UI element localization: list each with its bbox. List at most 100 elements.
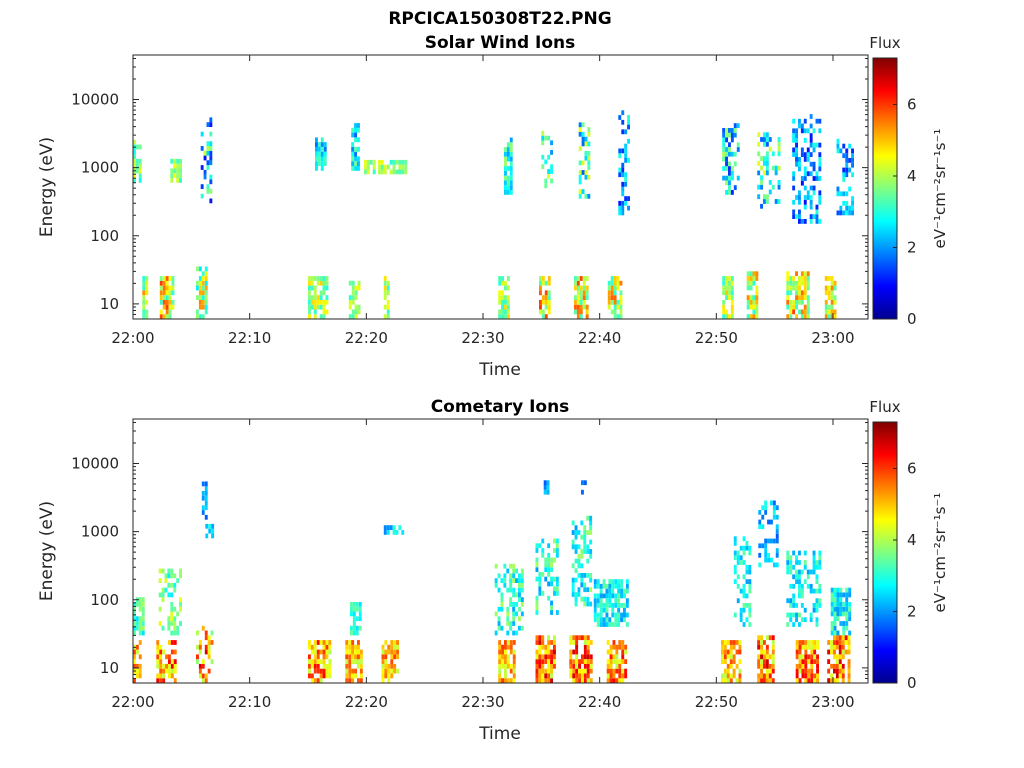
spectrogram-cell [158,578,162,583]
spectrogram-cell [733,541,737,546]
spectrogram-cell [803,271,807,277]
spectrogram-cell [162,678,166,683]
spectrogram-cell [807,654,811,660]
spectrogram-cell [608,579,612,584]
spectrogram-cell [722,175,726,181]
spectrogram-cell [211,533,215,539]
spectrogram-cell [833,625,837,631]
spectrogram-cell [844,649,848,655]
spectrogram-cell [578,193,582,199]
spectrogram-cell [204,505,208,511]
spectrogram-cell [308,640,311,645]
spectrogram-cell [515,568,518,574]
spectrogram-cell [165,299,169,305]
spectrogram-cell [313,678,317,683]
spectrogram-cell [203,155,207,161]
spectrogram-cell [165,304,169,310]
spectrogram-cell [732,668,736,674]
spectrogram-cell [589,553,593,559]
spectrogram-cell [757,663,761,669]
spectrogram-cell [786,612,790,618]
spectrogram-cell [322,673,326,679]
spectrogram-cell [752,299,756,305]
spectrogram-cell [498,309,502,315]
spectrogram-cell [613,295,617,300]
colorbar-tick-label: 4 [907,167,917,185]
spectrogram-cell [325,663,329,669]
spectrogram-cell [135,621,139,626]
spectrogram-cell [386,164,390,170]
spectrogram-cell [504,659,507,664]
spectrogram-cell [605,617,609,623]
spectrogram-cell [619,299,623,305]
spectrogram-cell [586,654,590,660]
spectrogram-cell [541,572,545,577]
spectrogram-cell [211,523,215,529]
spectrogram-cell [765,668,769,674]
spectrogram-cell [535,543,539,549]
spectrogram-cell [351,127,355,133]
spectrogram-cell [386,285,390,291]
spectrogram-cell [547,552,551,558]
spectrogram-cell [498,640,502,645]
spectrogram-cell [313,663,317,669]
x-tick-label: 22:40 [578,693,621,711]
spectrogram-cell [723,654,727,660]
spectrogram-cell [168,663,171,669]
spectrogram-cell [204,495,208,501]
spectrogram-cell [357,663,360,669]
spectrogram-cell [138,654,142,660]
spectrogram-cell [757,640,761,645]
spectrogram-cell [582,276,586,281]
spectrogram-cell [767,519,770,525]
colorbar-tick-label: 2 [907,238,917,256]
spectrogram-cell [381,668,385,674]
spectrogram-cell [316,659,320,664]
spectrogram-cell [170,616,174,622]
spectrogram-cell [380,164,384,170]
spectrogram-cell [317,156,321,162]
spectrogram-cell [789,314,793,319]
spectrogram-cell [765,654,769,660]
spectrogram-cell [738,678,742,683]
spectrogram-cell [806,574,810,580]
spectrogram-cell [722,309,726,315]
spectrogram-cell [201,290,205,296]
spectrogram-cell [836,616,840,622]
spectrogram-cell [575,663,579,669]
spectrogram-cell [159,659,163,664]
spectrogram-cell [792,147,796,153]
spectrogram-cell [316,668,320,674]
spectrogram-cell [589,577,593,583]
spectrogram-cell [159,649,163,655]
spectrogram-cell [610,309,614,315]
spectrogram-cell [800,617,804,623]
spectrogram-cell [179,606,182,612]
spectrogram-cell [319,276,323,281]
spectrogram-cell [578,160,582,166]
spectrogram-cell [572,668,576,674]
spectrogram-cell [520,578,524,583]
spectrogram-cell [316,640,320,645]
spectrogram-cell [209,174,213,180]
spectrogram-cell [726,663,730,669]
spectrogram-cell [357,127,360,133]
spectrogram-cell [625,598,629,604]
spectrogram-cell [176,611,180,617]
spectrogram-cell [726,640,730,645]
spectrogram-cell [498,659,502,664]
spectrogram-cell [201,663,205,669]
spectrogram-cell [725,295,728,300]
spectrogram-cell [579,304,583,310]
spectrogram-cell [145,285,149,291]
spectrogram-cell [612,668,616,674]
spectrogram-cell [497,625,501,631]
spectrogram-cell [509,151,513,157]
spectrogram-cell [348,659,352,664]
spectrogram-cell [765,137,769,142]
spectrogram-cell [803,314,807,319]
spectrogram-cell [138,144,142,150]
spectrogram-cell [824,309,828,315]
spectrogram-cell [210,659,214,664]
spectrogram-cell [730,280,734,286]
